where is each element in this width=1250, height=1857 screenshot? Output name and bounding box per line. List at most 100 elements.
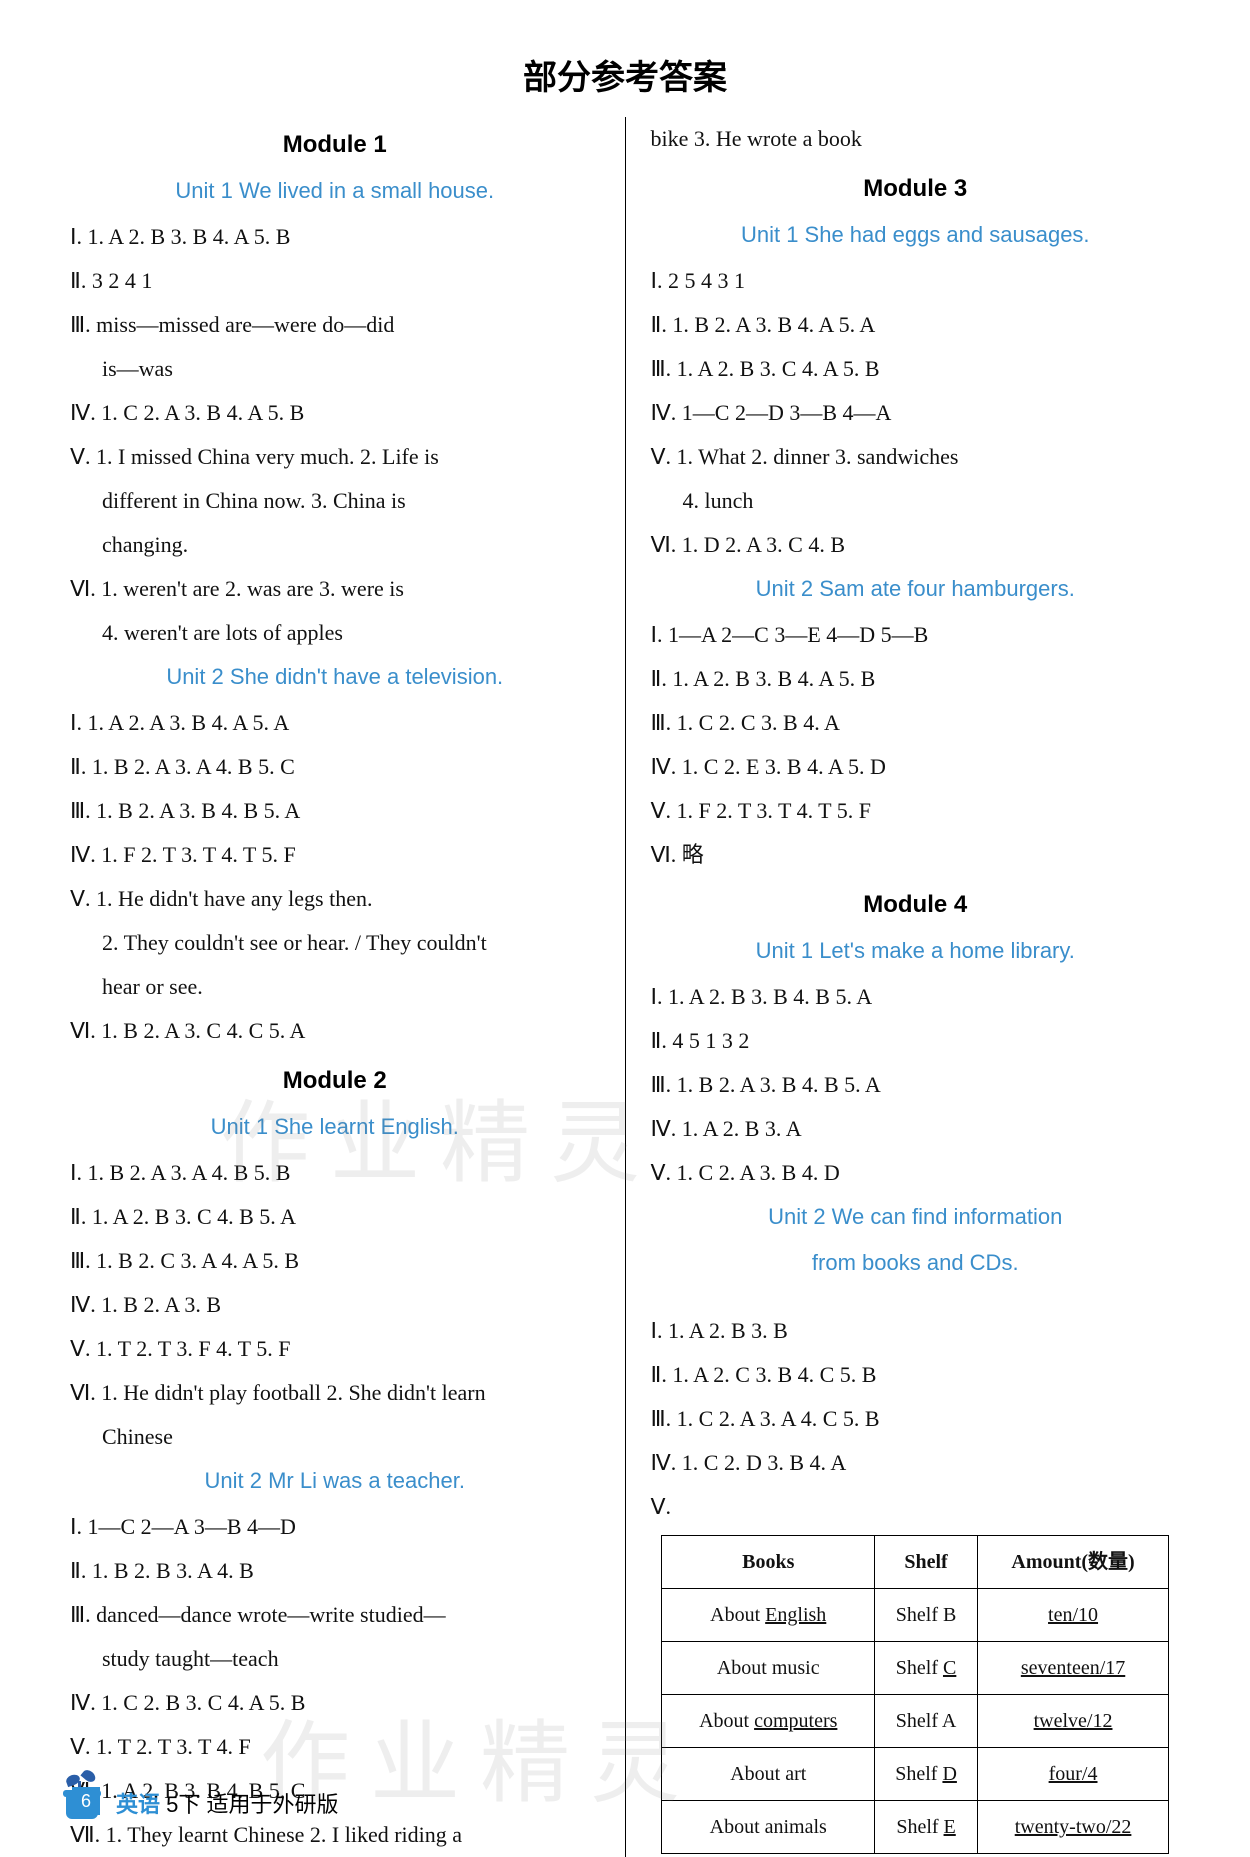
- cell-shelf: Shelf B: [875, 1589, 977, 1642]
- left-column: Module 1 Unit 1 We lived in a small hous…: [70, 117, 625, 1857]
- answer-line: Ⅳ. 1. C 2. A 3. B 4. A 5. B: [70, 391, 600, 435]
- m2u2-title: Unit 2 Mr Li was a teacher.: [70, 1459, 600, 1503]
- m4u2-title-b: from books and CDs.: [651, 1241, 1181, 1285]
- cell-shelf: Shelf C: [875, 1642, 977, 1695]
- module1-title: Module 1: [70, 121, 600, 169]
- answer-line: hear or see.: [70, 965, 600, 1009]
- answer-line: Ⅱ. 1. A 2. B 3. C 4. B 5. A: [70, 1195, 600, 1239]
- cell-shelf: Shelf D: [875, 1748, 977, 1801]
- m4u2-title-a: Unit 2 We can find information: [651, 1195, 1181, 1239]
- answer-line: Ⅲ. danced—dance wrote—write studied—: [70, 1593, 600, 1637]
- answer-line: Ⅰ. 1. A 2. A 3. B 4. A 5. A: [70, 701, 600, 745]
- footer-text: 英语 5下 适用于外研版: [116, 1787, 339, 1819]
- answer-line: Ⅵ. 1. weren't are 2. was are 3. were is: [70, 567, 600, 611]
- cell-amount: twelve/12: [977, 1695, 1169, 1748]
- cell-shelf: Shelf A: [875, 1695, 977, 1748]
- answer-line: Ⅴ.: [651, 1485, 1181, 1529]
- module2-title: Module 2: [70, 1057, 600, 1105]
- answer-line: Ⅴ. 1. T 2. T 3. F 4. T 5. F: [70, 1327, 600, 1371]
- module4-title: Module 4: [651, 881, 1181, 929]
- answer-line: Ⅳ. 1. F 2. T 3. T 4. T 5. F: [70, 833, 600, 877]
- answer-line: 4. lunch: [651, 479, 1181, 523]
- answer-line: Ⅳ. 1. A 2. B 3. A: [651, 1107, 1181, 1151]
- answer-line: Ⅲ. 1. C 2. A 3. A 4. C 5. B: [651, 1397, 1181, 1441]
- answer-line: different in China now. 3. China is: [70, 479, 600, 523]
- answer-line: Ⅴ. 1. F 2. T 3. T 4. T 5. F: [651, 789, 1181, 833]
- answer-line: bike 3. He wrote a book: [651, 117, 1181, 161]
- table-row: About animals Shelf E twenty-two/22: [662, 1801, 1169, 1854]
- answer-line: study taught—teach: [70, 1637, 600, 1681]
- footer-subject: 英语: [116, 1792, 160, 1817]
- answer-line: Ⅵ. 略: [651, 833, 1181, 877]
- answer-line: Ⅴ. 1. T 2. T 3. T 4. F: [70, 1725, 600, 1769]
- answer-line: 2. They couldn't see or hear. / They cou…: [70, 921, 600, 965]
- cell-amount: four/4: [977, 1748, 1169, 1801]
- m1u1-title: Unit 1 We lived in a small house.: [70, 169, 600, 213]
- answer-line: Ⅵ. 1. D 2. A 3. C 4. B: [651, 523, 1181, 567]
- page-number: 6: [72, 1787, 100, 1815]
- answer-line: Ⅲ. 1. C 2. C 3. B 4. A: [651, 701, 1181, 745]
- answer-line: Ⅴ. 1. C 2. A 3. B 4. D: [651, 1151, 1181, 1195]
- answer-line: Ⅲ. 1. A 2. B 3. C 4. A 5. B: [651, 347, 1181, 391]
- table-row: About computers Shelf A twelve/12: [662, 1695, 1169, 1748]
- answer-line: Ⅴ. 1. What 2. dinner 3. sandwiches: [651, 435, 1181, 479]
- cell-amount: seventeen/17: [977, 1642, 1169, 1695]
- th-amount: Amount(数量): [977, 1536, 1169, 1589]
- module3-title: Module 3: [651, 165, 1181, 213]
- answer-line: Ⅵ. 1. He didn't play football 2. She did…: [70, 1371, 600, 1415]
- answer-line: is—was: [70, 347, 600, 391]
- answer-line: Ⅰ. 1. A 2. B 3. B 4. A 5. B: [70, 215, 600, 259]
- cell-books: About art: [662, 1748, 875, 1801]
- answer-line: Ⅱ. 1. A 2. B 3. B 4. A 5. B: [651, 657, 1181, 701]
- answer-line: Ⅳ. 1. C 2. D 3. B 4. A: [651, 1441, 1181, 1485]
- answer-line: Ⅱ. 3 2 4 1: [70, 259, 600, 303]
- cell-books: About animals: [662, 1801, 875, 1854]
- answer-line: Ⅰ. 1. A 2. B 3. B 4. B 5. A: [651, 975, 1181, 1019]
- books-table: Books Shelf Amount(数量) About English She…: [661, 1535, 1169, 1854]
- answer-line: Ⅱ. 1. B 2. A 3. A 4. B 5. C: [70, 745, 600, 789]
- cell-books: About music: [662, 1642, 875, 1695]
- answer-line: changing.: [70, 523, 600, 567]
- answer-line: Chinese: [70, 1415, 600, 1459]
- answer-line: Ⅲ. 1. B 2. C 3. A 4. A 5. B: [70, 1239, 600, 1283]
- answer-line: Ⅰ. 1—C 2—A 3—B 4—D: [70, 1505, 600, 1549]
- answer-line: Ⅲ. miss—missed are—were do—did: [70, 303, 600, 347]
- answer-line: Ⅱ. 1. B 2. B 3. A 4. B: [70, 1549, 600, 1593]
- m1u2-title: Unit 2 She didn't have a television.: [70, 655, 600, 699]
- cell-books: About English: [662, 1589, 875, 1642]
- table-header-row: Books Shelf Amount(数量): [662, 1536, 1169, 1589]
- answer-line: Ⅳ. 1. C 2. E 3. B 4. A 5. D: [651, 745, 1181, 789]
- content-columns: Module 1 Unit 1 We lived in a small hous…: [70, 117, 1180, 1857]
- answer-line: Ⅰ. 1. B 2. A 3. A 4. B 5. B: [70, 1151, 600, 1195]
- answer-line: Ⅳ. 1. C 2. B 3. C 4. A 5. B: [70, 1681, 600, 1725]
- page-footer: 6 英语 5下 适用于外研版: [60, 1765, 339, 1819]
- answer-line: 4. weren't are lots of apples: [70, 611, 600, 655]
- plant-pot-icon: 6: [60, 1765, 104, 1819]
- footer-grade: 5下 适用于外研版: [166, 1792, 338, 1817]
- m4u1-title: Unit 1 Let's make a home library.: [651, 929, 1181, 973]
- answer-line: Ⅱ. 1. A 2. C 3. B 4. C 5. B: [651, 1353, 1181, 1397]
- th-shelf: Shelf: [875, 1536, 977, 1589]
- m2u1-title: Unit 1 She learnt English.: [70, 1105, 600, 1149]
- right-column: bike 3. He wrote a book Module 3 Unit 1 …: [626, 117, 1181, 1857]
- answer-line: Ⅲ. 1. B 2. A 3. B 4. B 5. A: [651, 1063, 1181, 1107]
- table-row: About music Shelf C seventeen/17: [662, 1642, 1169, 1695]
- answer-line: Ⅶ. 1. They learnt Chinese 2. I liked rid…: [70, 1813, 600, 1857]
- cell-amount: ten/10: [977, 1589, 1169, 1642]
- answer-line: Ⅳ. 1. B 2. A 3. B: [70, 1283, 600, 1327]
- cell-amount: twenty-two/22: [977, 1801, 1169, 1854]
- table-row: About English Shelf B ten/10: [662, 1589, 1169, 1642]
- answer-line: Ⅵ. 1. B 2. A 3. C 4. C 5. A: [70, 1009, 600, 1053]
- answer-line: Ⅳ. 1—C 2—D 3—B 4—A: [651, 391, 1181, 435]
- table-row: About art Shelf D four/4: [662, 1748, 1169, 1801]
- th-books: Books: [662, 1536, 875, 1589]
- answer-line: Ⅰ. 1—A 2—C 3—E 4—D 5—B: [651, 613, 1181, 657]
- answer-line: Ⅰ. 2 5 4 3 1: [651, 259, 1181, 303]
- answer-line: Ⅴ. 1. He didn't have any legs then.: [70, 877, 600, 921]
- m3u1-title: Unit 1 She had eggs and sausages.: [651, 213, 1181, 257]
- answer-line: Ⅲ. 1. B 2. A 3. B 4. B 5. A: [70, 789, 600, 833]
- cell-shelf: Shelf E: [875, 1801, 977, 1854]
- answer-line: Ⅱ. 4 5 1 3 2: [651, 1019, 1181, 1063]
- answer-line: Ⅰ. 1. A 2. B 3. B: [651, 1309, 1181, 1353]
- page-title: 部分参考答案: [70, 50, 1180, 99]
